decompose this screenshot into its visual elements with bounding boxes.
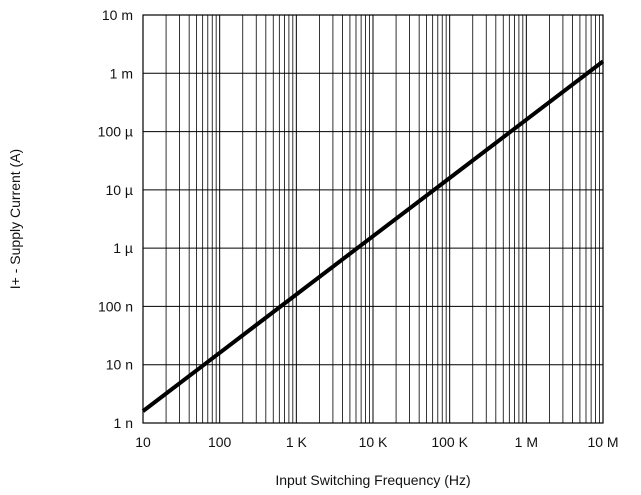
x-tick-label: 10 M	[587, 434, 618, 450]
y-axis-title: I+ - Supply Current (A)	[7, 149, 23, 289]
y-tick-labels: 10 m 1 m 100 µ 10 µ 1 µ 100 n 10 n 1 n	[98, 7, 133, 431]
y-tick-label: 100 n	[98, 298, 133, 314]
y-tick-label: 100 µ	[98, 124, 133, 140]
y-tick-label: 10 µ	[105, 182, 133, 198]
y-tick-label: 1 n	[114, 415, 133, 431]
x-tick-label: 100	[208, 434, 232, 450]
grid-lines	[143, 15, 603, 423]
plot-frame	[142, 14, 604, 424]
series-group	[141, 59, 605, 413]
y-tick-label: 1 µ	[113, 240, 133, 256]
x-tick-label: 100 K	[431, 434, 468, 450]
x-axis-title: Input Switching Frequency (Hz)	[275, 472, 470, 488]
x-tick-labels: 10 100 1 K 10 K 100 K 1 M 10 M	[135, 434, 618, 450]
x-tick-label: 1 M	[515, 434, 538, 450]
y-tick-label: 1 m	[110, 65, 133, 81]
x-tick-label: 10 K	[359, 434, 388, 450]
x-tick-label: 10	[135, 434, 151, 450]
x-tick-label: 1 K	[286, 434, 308, 450]
y-tick-label: 10 n	[106, 357, 133, 373]
y-tick-label: 10 m	[102, 7, 133, 23]
supply-current-series-line	[141, 59, 605, 413]
